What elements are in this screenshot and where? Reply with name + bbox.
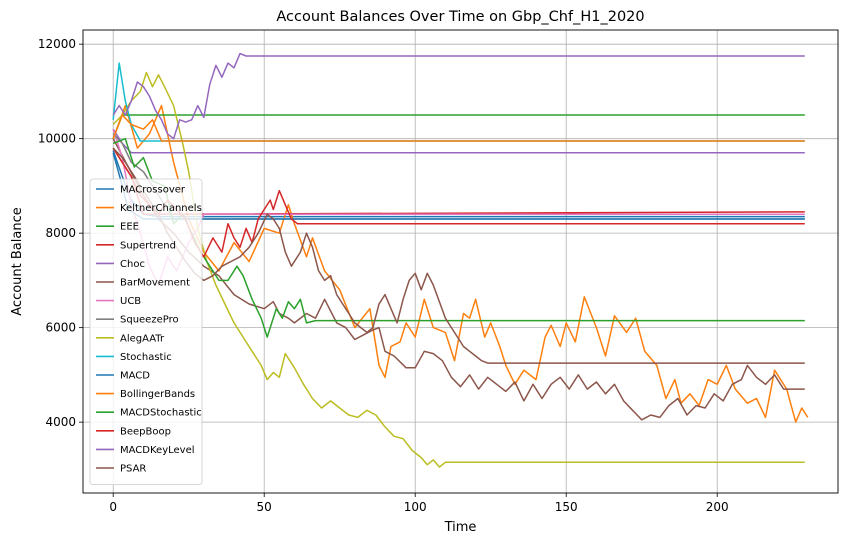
y-tick-label: 4000	[45, 415, 76, 429]
series-line	[112, 128, 805, 154]
x-tick-label: 150	[555, 500, 578, 514]
y-tick-label: 10000	[38, 132, 76, 146]
legend-label: MACDStochastic	[120, 408, 202, 419]
legend-label: BeepBoop	[120, 426, 171, 437]
x-tick-label: 200	[706, 500, 729, 514]
legend-label: MACD	[120, 371, 150, 382]
legend-label: EEE	[120, 222, 139, 233]
axis-ticks: 0 50 100 150 200 4000 6000 8000 10000 12000	[38, 37, 729, 514]
legend-label: BollingerBands	[120, 389, 195, 400]
legend-label: PSAR	[120, 464, 146, 475]
legend-label: MACrossover	[120, 185, 186, 196]
legend-label: BarMovement	[120, 278, 190, 289]
series-line	[112, 114, 805, 142]
legend-label: MACDKeyLevel	[120, 445, 195, 456]
series-line	[112, 104, 809, 423]
series-line	[112, 71, 805, 468]
chart-title: Account Balances Over Time on Gbp_Chf_H1…	[276, 9, 644, 25]
legend-label: UCB	[120, 296, 141, 307]
y-axis-title: Account Balance	[10, 207, 25, 315]
y-tick-label: 8000	[45, 226, 76, 240]
plot-area	[83, 30, 838, 493]
x-tick-label: 0	[109, 500, 117, 514]
series-line	[112, 52, 805, 140]
legend: MACrossover KeltnerChannels EEE Supertrend C…	[89, 178, 203, 486]
x-tick-label: 100	[404, 500, 427, 514]
plot-frame	[82, 29, 839, 494]
y-tick-label: 12000	[38, 37, 76, 51]
legend-label: AlegAATr	[120, 333, 165, 344]
x-axis-title: Time	[444, 520, 477, 535]
y-tick-label: 6000	[45, 321, 76, 335]
legend-label: Supertrend	[120, 240, 176, 251]
legend-box	[89, 178, 203, 486]
x-tick-label: 50	[257, 500, 272, 514]
legend-label: SqueezePro	[120, 315, 179, 326]
series-line	[112, 138, 805, 421]
legend-label: KeltnerChannels	[120, 203, 202, 214]
legend-label: Choc	[120, 259, 145, 270]
legend-label: Stochastic	[120, 352, 172, 363]
